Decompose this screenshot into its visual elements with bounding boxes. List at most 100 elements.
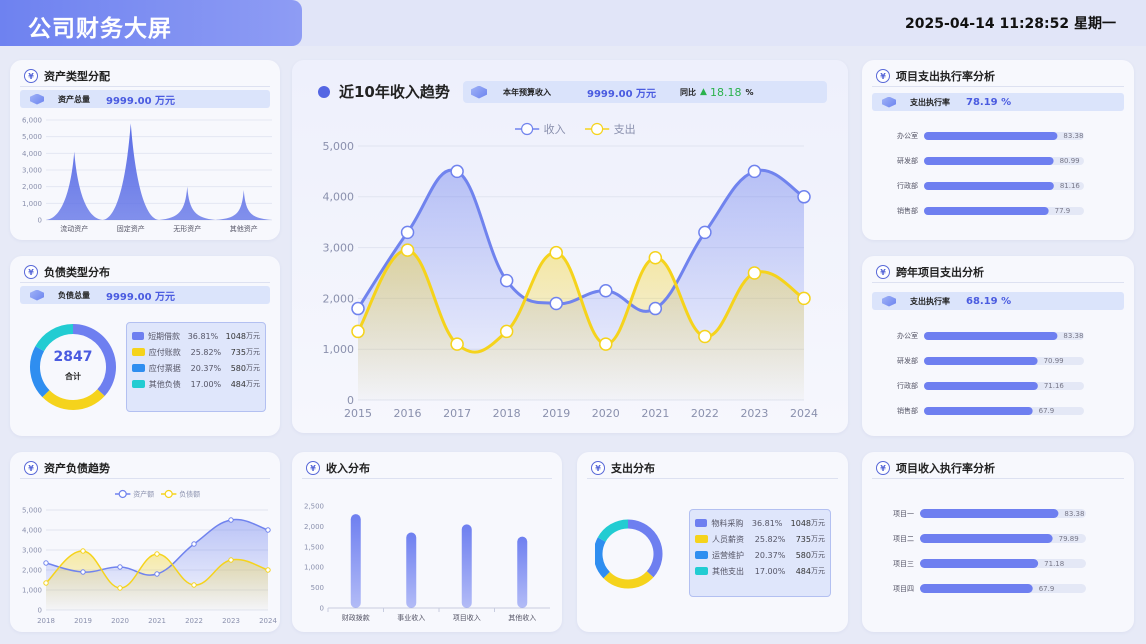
- expense-distribution-card: ¥ 支出分布 物料采购 36.81% 1048 万元 人员薪资 25.82% 735 万元 运营维…: [577, 452, 848, 632]
- bar: [924, 207, 1049, 215]
- legend-row: 应付票据 20.37% 580 万元: [132, 360, 260, 376]
- cube-icon: [30, 93, 44, 105]
- stat-label: 资产总量: [58, 94, 90, 104]
- x-tick-label: 2023: [222, 617, 240, 625]
- x-tick-label: 项目收入: [453, 613, 481, 622]
- donut-slice: [595, 537, 611, 579]
- data-point: [400, 243, 415, 257]
- y-tick-label: 0: [38, 606, 42, 614]
- legend-value: 1048: [790, 518, 811, 528]
- bar-category-label: 办公室: [897, 131, 918, 140]
- liability-legend: 短期借款 36.81% 1048 万元 应付账款 25.82% 735 万元 应付票据 20.37…: [126, 322, 266, 412]
- yoy-unit: %: [745, 87, 754, 97]
- stat-bar: 资产总量 9999.00 万元: [20, 90, 270, 108]
- data-point: [400, 225, 415, 240]
- bar-value-label: 83.38: [1063, 132, 1083, 140]
- title-block: 公司财务大屏: [0, 0, 302, 46]
- data-point: [648, 251, 663, 265]
- legend-label: 收入: [544, 122, 566, 136]
- legend-row: 其他支出 17.00% 484 万元: [695, 563, 825, 579]
- stat-value: 78.19 %: [966, 96, 1012, 108]
- bar: [924, 132, 1058, 140]
- legend-unit: 万元: [811, 567, 825, 575]
- data-point: [549, 296, 563, 311]
- data-point: [747, 164, 762, 179]
- series-area: [46, 550, 268, 610]
- card-title: ¥ 资产类型分配: [24, 68, 110, 84]
- y-tick-label: 4,000: [22, 150, 42, 158]
- legend-swatch: [132, 332, 145, 340]
- yoy-value: 18.18: [709, 85, 742, 99]
- legend-name: 其他负债: [148, 379, 181, 389]
- bar-category-label: 项目二: [893, 535, 914, 543]
- legend-label: 负债额: [179, 489, 200, 498]
- legend-percent: 25.82%: [190, 347, 222, 357]
- x-tick-label: 无形资产: [173, 224, 201, 233]
- bar-value-label: 71.18: [1044, 560, 1064, 568]
- card-title: ¥ 支出分布: [591, 460, 655, 476]
- y-tick-label: 4,000: [323, 191, 355, 204]
- donut-slice: [42, 389, 105, 410]
- series-area: [358, 250, 804, 400]
- asset-type-card: ¥ 资产类型分配 资产总量 9999.00 万元 0 1,000 2,000 3,000 4…: [10, 60, 280, 240]
- asset-type-chart: 0 1,000 2,000 3,000 4,000 5,000 6,000 流动资产 固定资产 无…: [22, 117, 272, 233]
- donut-slice: [603, 571, 654, 589]
- asset-area: [46, 123, 272, 220]
- y-tick-label: 500: [311, 584, 324, 592]
- x-tick-label: 2023: [740, 407, 768, 420]
- income-distribution-chart: 0 500 1,000 1,500 2,000 2,500 财政拨款 事业收入 项目收入 其他收入: [304, 503, 550, 622]
- bar-category-label: 行政部: [897, 381, 918, 390]
- x-tick-label: 2017: [443, 407, 471, 420]
- x-tick-label: 其他资产: [230, 224, 258, 233]
- liability-donut: [30, 324, 116, 410]
- x-tick-label: 流动资产: [60, 224, 88, 233]
- legend-unit: 万元: [811, 519, 825, 527]
- x-tick-label: 2016: [394, 407, 422, 420]
- bar-value-label: 83.38: [1064, 510, 1084, 518]
- income-distribution-card: ¥ 收入分布 0 500 1,000 1,500 2,000 2,500 财政拨款 事业收入 项目…: [292, 452, 562, 632]
- datetime: 2025-04-14 11:28:52 星期一: [905, 16, 1116, 32]
- legend-swatch: [695, 519, 708, 527]
- bar-category-label: 项目三: [893, 560, 914, 568]
- project-expense-chart: 办公室 83.38 研发部 80.99 行政部 81.16 销售部 77.9: [897, 131, 1084, 215]
- legend-unit: 万元: [811, 551, 825, 559]
- bar: [924, 332, 1058, 340]
- data-point: [698, 329, 712, 344]
- donut-slice: [35, 324, 74, 352]
- yen-icon: ¥: [24, 69, 38, 83]
- legend-name: 运营维护: [712, 550, 745, 560]
- stat-label: 支出执行率: [910, 296, 950, 306]
- legend-name: 短期借款: [148, 331, 181, 341]
- x-tick-label: 2024: [790, 407, 818, 420]
- y-tick-label: 5,000: [22, 506, 42, 514]
- data-point: [698, 225, 712, 240]
- stat-value: 9999.00 万元: [106, 95, 176, 107]
- legend-row: 短期借款 36.81% 1048 万元: [132, 328, 260, 344]
- legend-marker: [164, 489, 173, 499]
- stat-bar: 支出执行率 68.19 %: [872, 292, 1124, 310]
- bar-category-label: 行政部: [897, 181, 918, 190]
- x-tick-label: 2022: [691, 407, 719, 420]
- project-income-card: ¥ 项目收入执行率分析 项目一 83.38 项目二 79.89 项目三 71.18 项目四 67…: [862, 452, 1134, 632]
- bar-category-label: 研发部: [897, 156, 918, 165]
- data-point: [117, 585, 123, 591]
- asset-liability-card: ¥ 资产负债趋势 0 1,000 2,000 3,000 4,000 5,000 2018 20…: [10, 452, 280, 632]
- legend-value: 735: [795, 534, 811, 544]
- y-tick-label: 1,000: [22, 200, 42, 208]
- data-point: [797, 190, 811, 204]
- y-tick-label: 3,000: [22, 167, 42, 175]
- legend-name: 人员薪资: [712, 534, 745, 544]
- x-tick-label: 其他收入: [508, 613, 536, 622]
- y-tick-label: 5,000: [323, 140, 355, 153]
- legend-marker: [118, 489, 127, 499]
- y-tick-label: 0: [347, 394, 354, 407]
- legend-value: 580: [230, 363, 246, 373]
- legend-row: 应付账款 25.82% 735 万元: [132, 344, 260, 360]
- y-tick-label: 1,000: [323, 343, 355, 356]
- legend-unit: 万元: [246, 332, 260, 340]
- bar: [406, 532, 417, 608]
- y-tick-label: 1,000: [22, 586, 42, 594]
- x-tick-label: 2018: [493, 407, 521, 420]
- card-title: 近10年收入趋势: [318, 81, 450, 102]
- legend-row: 人员薪资 25.82% 735 万元: [695, 531, 825, 547]
